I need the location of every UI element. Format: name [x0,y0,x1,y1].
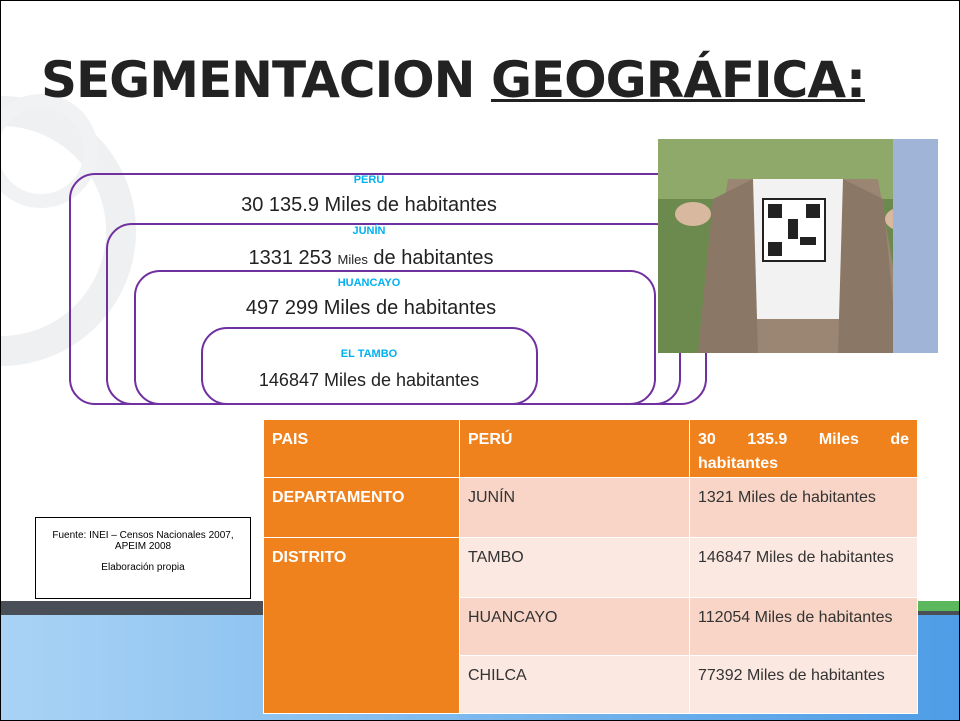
source-line: Elaboración propia [101,562,185,573]
row-label: DEPARTAMENTO [263,477,460,538]
photo [658,139,938,353]
cell: TAMBO [459,537,690,598]
table: PAIS PERÚ 30 135.9 Miles de habitantes D… [263,419,918,714]
segment-label: EL TAMBO [340,348,398,360]
title-text: SEGMENTACION [41,51,476,109]
text-part: 1331 253 [248,247,338,269]
segment-text: 146847 Miles de habitantes [258,370,480,390]
cell: HUANCAYO [459,597,690,656]
cell: 77392 Miles de habitantes [689,655,918,714]
header-cell: PAIS [263,419,460,478]
header-cell: 30 135.9 Miles de habitantes [689,419,918,478]
title: SEGMENTACION GEOGRÁFICA: [41,51,866,109]
source-line: Fuente: INEI – Censos Nacionales 2007, A… [52,530,234,552]
cell: 112054 Miles de habitantes [689,597,918,656]
text-part: Miles [337,252,368,267]
source-box: Fuente: INEI – Censos Nacionales 2007, A… [35,517,251,599]
cell: JUNÍN [459,477,690,538]
cell: CHILCA [459,655,690,714]
segment-text: 1331 253 Miles de habitantes [249,247,494,270]
segment-text: 30 135.9 Miles de habitantes [241,194,497,216]
text-part: de habitantes [367,247,494,269]
header-cell: PERÚ [459,419,690,478]
cell: 1321 Miles de habitantes [689,477,918,538]
row-label: DISTRITO [263,537,460,714]
segment-label: HUANCAYO [337,277,401,289]
segment-text: 497 299 Miles de habitantes [245,297,497,319]
title-underlined: GEOGRÁFICA: [490,51,866,109]
segment-label: PERU [353,174,385,186]
segment-label: JUNÍN [352,225,386,237]
cell: 146847 Miles de habitantes [689,537,918,598]
segment-box [201,327,538,405]
